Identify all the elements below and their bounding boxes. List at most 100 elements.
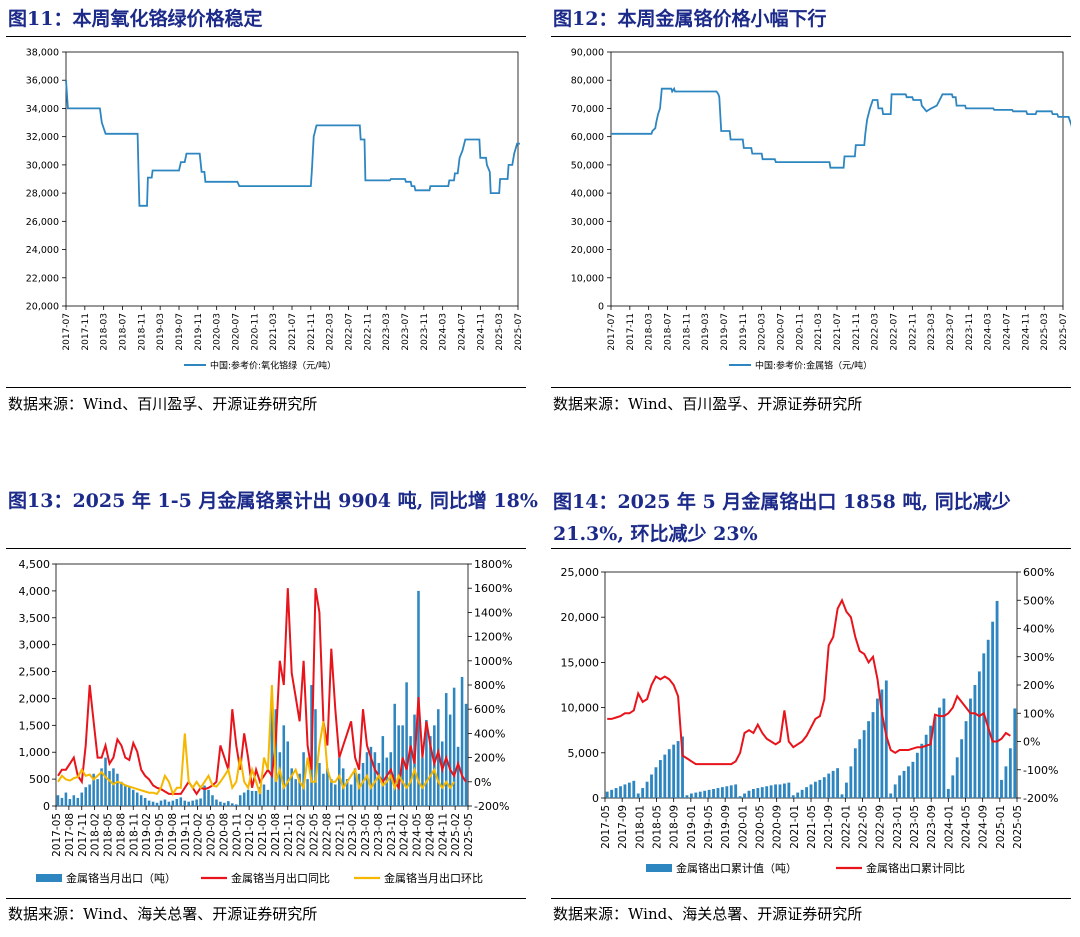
y-tick-label: 24,000 xyxy=(26,245,59,256)
bar xyxy=(171,800,175,806)
x-tick-label: 2017-09 xyxy=(617,805,629,849)
y-right-tick-label: 500% xyxy=(1023,594,1054,607)
bar xyxy=(139,795,143,806)
x-tick-label: 2017-11 xyxy=(81,313,91,351)
bar xyxy=(405,682,408,806)
bar xyxy=(800,789,804,798)
x-tick-label: 2022-03 xyxy=(326,313,336,351)
bar xyxy=(179,797,183,806)
bar xyxy=(654,767,658,798)
x-tick-label: 2023-11 xyxy=(420,313,430,351)
y-left-tick-label: 500 xyxy=(29,773,50,786)
bar xyxy=(306,779,309,806)
x-tick-label: 2018-05 xyxy=(103,813,115,857)
x-tick-label: 2020-01 xyxy=(737,805,749,849)
bar xyxy=(898,775,902,798)
bar xyxy=(942,698,946,798)
bar xyxy=(377,762,381,806)
x-tick-label: 2020-02 xyxy=(193,813,205,857)
bar xyxy=(175,799,179,806)
bar xyxy=(258,787,262,806)
bar xyxy=(694,792,698,798)
bar xyxy=(183,800,187,806)
x-tick-label: 2022-02 xyxy=(296,813,308,857)
y-right-tick-label: 600% xyxy=(1023,566,1054,579)
x-tick-label: 2022-09 xyxy=(875,805,887,849)
x-tick-label: 2017-07 xyxy=(62,313,72,351)
bar xyxy=(227,801,230,806)
x-tick-label: 2023-03 xyxy=(382,313,392,351)
legend-label: 金属铬出口累计同比 xyxy=(866,861,965,875)
y-tick-label: 38,000 xyxy=(26,48,59,59)
bar xyxy=(409,736,412,806)
bar xyxy=(676,741,680,798)
x-tick-label: 2021-11 xyxy=(852,313,862,351)
bar xyxy=(104,757,107,806)
y-right-tick-label: 400% xyxy=(474,727,505,740)
y-left-tick-label: 15,000 xyxy=(561,656,600,669)
bar xyxy=(623,784,627,798)
bar xyxy=(318,762,321,806)
bar xyxy=(286,741,290,806)
y-tick-label: 36,000 xyxy=(26,76,59,87)
bar xyxy=(223,802,226,806)
y-tick-label: 22,000 xyxy=(26,273,59,284)
x-tick-label: 2018-11 xyxy=(128,813,140,857)
bar xyxy=(809,784,813,798)
x-tick-label: 2019-01 xyxy=(686,805,698,849)
source-rule xyxy=(6,387,526,388)
bar xyxy=(330,779,333,806)
y-left-tick-label: 2,500 xyxy=(19,666,51,679)
x-tick-label: 2019-03 xyxy=(156,313,166,351)
source-rule xyxy=(551,387,1071,388)
x-tick-label: 2024-09 xyxy=(978,805,990,849)
bar xyxy=(1013,708,1017,798)
chart-14-svg: 0 5,000 10,000 15,000 20,000 25,000 -200% -100%… xyxy=(561,566,1059,875)
x-tick-label: 2022-11 xyxy=(334,813,346,857)
y-left-tick-label: 2,000 xyxy=(19,692,51,705)
x-tick-label: 2017-11 xyxy=(77,813,89,857)
bar xyxy=(393,703,396,806)
bar xyxy=(440,741,444,806)
x-tick-label: 2021-03 xyxy=(814,313,824,351)
x-tick-label: 2023-01 xyxy=(892,805,904,849)
bar xyxy=(849,766,853,798)
bar xyxy=(100,768,103,806)
bar xyxy=(159,800,163,806)
bar xyxy=(845,782,848,798)
x-tick-label: 2022-05 xyxy=(858,805,870,849)
x-tick-label: 2022-05 xyxy=(309,813,321,857)
x-tick-label: 2019-05 xyxy=(154,813,166,857)
bar xyxy=(151,801,155,806)
legend-label: 中国:参考价:金属铬（元/吨） xyxy=(755,360,872,372)
x-tick-label: 2020-11 xyxy=(231,813,243,857)
y-right-tick-label: 600% xyxy=(474,703,505,716)
x-tick-label: 2019-02 xyxy=(141,813,153,857)
x-tick-label: 2024-05 xyxy=(412,813,424,857)
bar xyxy=(242,792,246,806)
x-tick-label: 2018-11 xyxy=(682,313,692,351)
bar xyxy=(747,790,751,798)
y-left-tick-label: 5,000 xyxy=(568,747,600,760)
bar xyxy=(389,752,393,806)
x-tick-label: 2019-03 xyxy=(701,313,711,351)
y-right-tick-label: 1200% xyxy=(474,631,512,644)
bar xyxy=(421,757,424,806)
y-right-tick-label: 100% xyxy=(1023,707,1054,720)
x-tick-label: 2017-07 xyxy=(607,313,617,351)
bar xyxy=(167,801,171,806)
chart-title: 图12：本周金属铬价格小幅下行 xyxy=(553,8,827,30)
bar xyxy=(96,779,99,806)
y-right-tick-label: 200% xyxy=(474,752,505,765)
bar xyxy=(645,781,649,798)
x-tick-label: 2023-02 xyxy=(347,813,359,857)
bar xyxy=(199,798,202,806)
x-tick-label: 2024-07 xyxy=(1003,313,1013,351)
bar xyxy=(778,784,782,798)
bar xyxy=(60,797,64,806)
x-tick-label: 2024-01 xyxy=(943,805,955,849)
bar xyxy=(760,787,764,798)
title-rule xyxy=(551,36,1071,37)
bar xyxy=(725,786,729,798)
bar xyxy=(1004,766,1008,798)
